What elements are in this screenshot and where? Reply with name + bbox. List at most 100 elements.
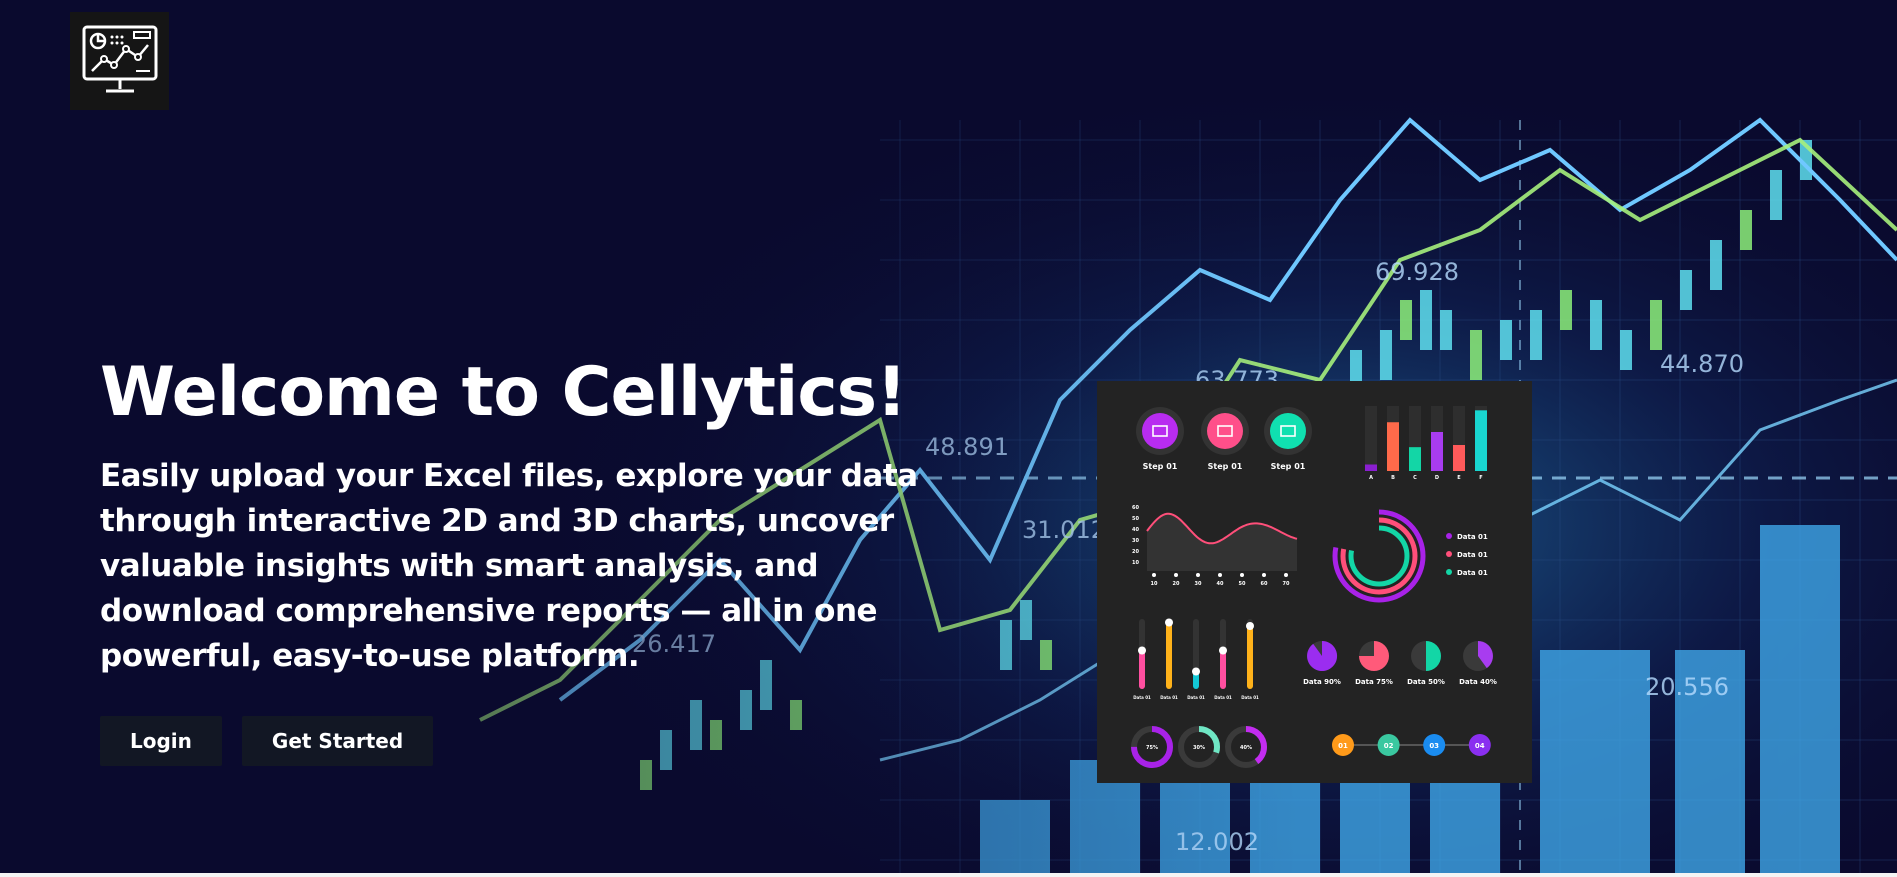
step-dot [1332, 734, 1354, 756]
slider-fill [1139, 650, 1145, 689]
wave-x-tick: 60 [1261, 581, 1268, 587]
background-label: 69.928 [1375, 258, 1459, 286]
pie-slice [1426, 641, 1441, 671]
slider-knob [1138, 646, 1146, 655]
pie-slice [1478, 641, 1493, 669]
step-label: Step 01 [1143, 462, 1178, 471]
hero-subtitle: Easily upload your Excel files, explore … [100, 458, 918, 674]
hero-actions: Login Get Started [100, 716, 434, 766]
legend-dot [1446, 569, 1452, 575]
step-dot-label: 04 [1475, 742, 1485, 750]
slider-label: Data 01 [1241, 695, 1259, 700]
step-label: Step 01 [1271, 462, 1306, 471]
pie-label: Data 75% [1355, 678, 1393, 686]
bar-D [1431, 432, 1443, 471]
wave-x-dot [1196, 573, 1200, 577]
wave-y-tick: 60 [1132, 505, 1139, 511]
lightbulb-icon-glyph [1280, 425, 1296, 437]
wave-x-tick: 30 [1195, 581, 1202, 587]
slider-label: Data 01 [1133, 695, 1151, 700]
infographic-graphic: Step 01 Step 01 Step 01 A B C D E F 60 50 40 30 20 10 1… [1131, 406, 1497, 768]
bar-label: F [1479, 475, 1482, 481]
wave-x-dot [1262, 573, 1266, 577]
monitor-chart-icon [82, 25, 157, 93]
pie-label: Data 90% [1303, 678, 1341, 686]
step-dot-label: 03 [1429, 742, 1439, 750]
step-label: Step 01 [1208, 462, 1243, 471]
bar-label: B [1391, 475, 1395, 481]
hero-section: Welcome to Cellytics! Easily upload your… [100, 352, 930, 679]
ring-arc [1332, 509, 1426, 603]
bar-B [1387, 422, 1399, 471]
megaphone-icon-glyph [1217, 425, 1233, 437]
bar-label: A [1369, 475, 1373, 481]
donut-label: 40% [1240, 745, 1252, 751]
wave-y-tick: 40 [1132, 527, 1139, 533]
wave-area [1147, 513, 1297, 571]
step-dot [1377, 734, 1400, 756]
bar-label: C [1413, 475, 1417, 481]
bar-track [1365, 406, 1377, 471]
wave-y-tick: 50 [1132, 516, 1139, 522]
ring-arc [1348, 525, 1410, 587]
background-label: 20.556 [1645, 673, 1729, 701]
logo[interactable] [70, 12, 169, 110]
donut-arc [1131, 726, 1173, 768]
pie-slice [1359, 641, 1389, 671]
bar-label: D [1435, 475, 1439, 481]
wave-y-tick: 20 [1132, 549, 1139, 555]
legend-label: Data 01 [1457, 551, 1488, 559]
slider-fill [1193, 671, 1199, 689]
wave-x-dot [1174, 573, 1178, 577]
ring-arc [1340, 517, 1418, 595]
briefcase-icon-glyph [1152, 425, 1168, 437]
slider-fill [1166, 622, 1172, 689]
bar-A [1365, 464, 1377, 471]
login-button[interactable]: Login [100, 716, 222, 766]
pie-label: Data 50% [1407, 678, 1445, 686]
legend-dot [1446, 551, 1452, 557]
slider-label: Data 01 [1214, 695, 1232, 700]
legend-label: Data 01 [1457, 533, 1488, 541]
step-dot [1468, 734, 1491, 756]
infographic-panel: Step 01 Step 01 Step 01 A B C D E F 60 50 40 30 20 10 1… [1097, 381, 1532, 783]
slider-fill [1247, 626, 1253, 689]
wave-line [1146, 512, 1298, 545]
hero-title: Welcome to Cellytics! [100, 353, 907, 432]
wave-x-dot [1218, 573, 1222, 577]
slider-knob [1165, 618, 1173, 627]
wave-x-tick: 40 [1217, 581, 1224, 587]
wave-x-dot [1152, 573, 1156, 577]
wave-x-tick: 20 [1173, 581, 1180, 587]
bar-F [1475, 410, 1487, 471]
slider-fill [1220, 650, 1226, 689]
donut-label: 75% [1146, 745, 1158, 751]
slider-knob [1219, 646, 1227, 655]
donut-label: 30% [1193, 745, 1205, 751]
wave-y-tick: 10 [1132, 560, 1139, 566]
legend-label: Data 01 [1457, 569, 1488, 577]
donut-arc [1178, 726, 1220, 768]
bar-C [1409, 447, 1421, 471]
slider-knob [1246, 622, 1254, 630]
wave-x-tick: 50 [1239, 581, 1246, 587]
donut-arc [1225, 726, 1267, 768]
megaphone-icon [1207, 413, 1243, 449]
wave-x-tick: 70 [1283, 581, 1290, 587]
bar-label: E [1457, 475, 1461, 481]
slider-label: Data 01 [1160, 695, 1178, 700]
slider-knob [1192, 667, 1200, 676]
pie-slice [1307, 640, 1338, 671]
bar-E [1453, 445, 1465, 471]
briefcase-icon [1142, 413, 1178, 449]
bottom-border [0, 873, 1897, 877]
background-label: 44.870 [1660, 350, 1744, 378]
wave-y-tick: 30 [1132, 538, 1139, 544]
wave-x-tick: 10 [1151, 581, 1158, 587]
slider-label: Data 01 [1187, 695, 1205, 700]
get-started-button[interactable]: Get Started [241, 716, 434, 766]
step-dot [1423, 734, 1446, 756]
pie-label: Data 40% [1459, 678, 1497, 686]
legend-dot [1446, 533, 1452, 539]
step-dot-label: 02 [1384, 742, 1394, 750]
